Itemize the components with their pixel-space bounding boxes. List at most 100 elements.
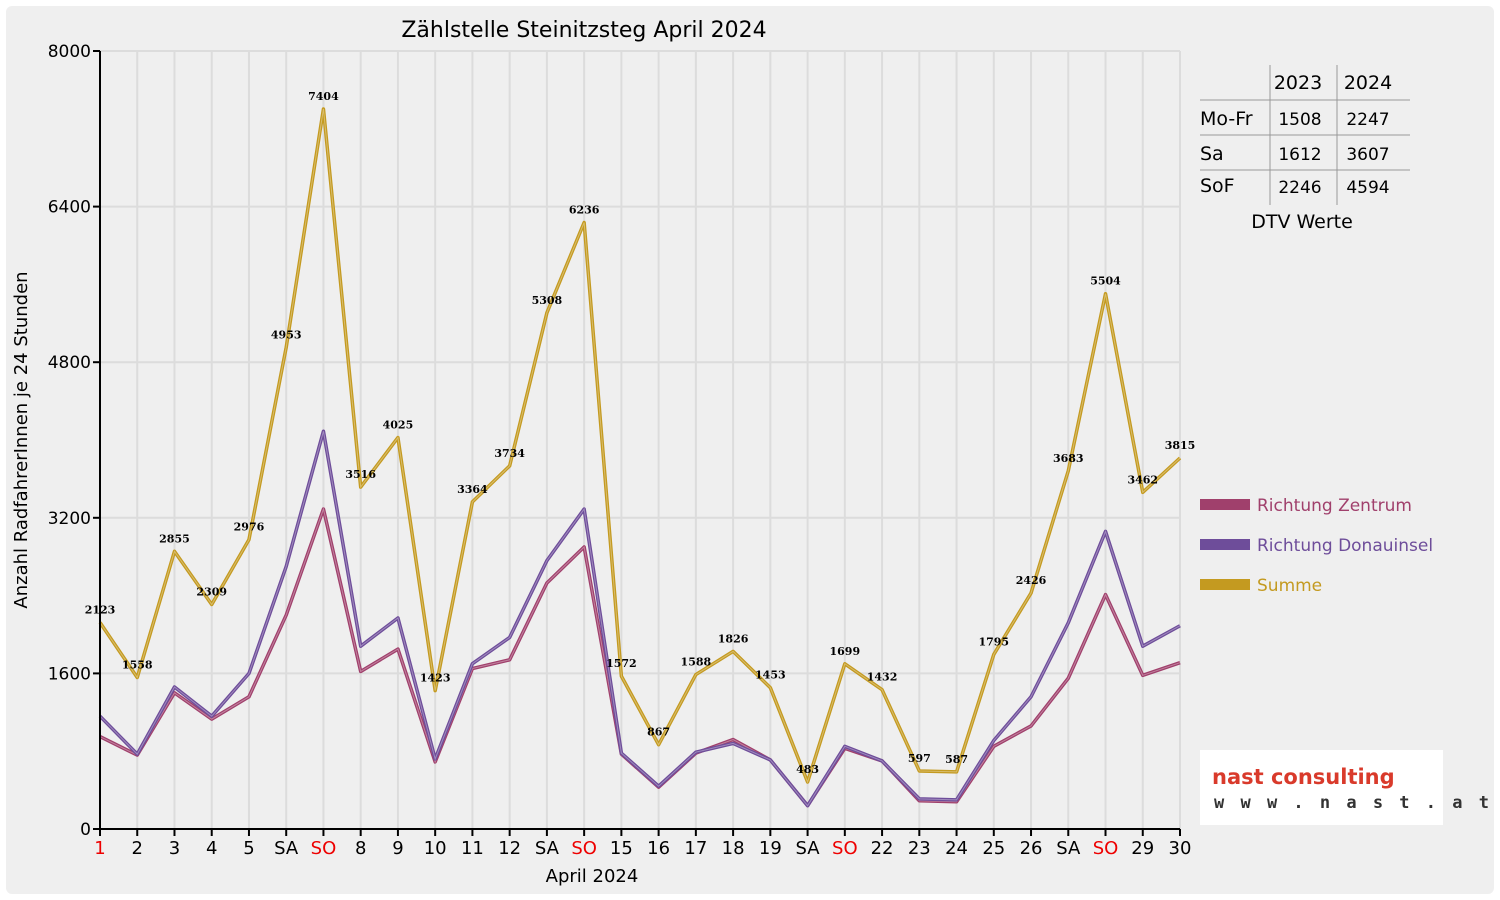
x-tick-label: 25 <box>982 838 1005 859</box>
logo-url: w w w . n a s t . a t <box>1214 793 1492 813</box>
table-cell: 2246 <box>1278 178 1321 198</box>
x-tick-label: 5 <box>243 838 254 859</box>
y-tick-label: 8000 <box>48 42 91 62</box>
series-line-highlight-2 <box>99 108 1181 784</box>
data-label: 587 <box>945 753 968 766</box>
data-label: 1423 <box>420 672 451 685</box>
series-line-highlight-1 <box>99 431 1181 807</box>
x-tick-label: 22 <box>871 838 894 859</box>
data-labels: 2123155828552309297649537404351640251423… <box>85 90 1196 776</box>
logo-name: nast consulting <box>1212 765 1395 789</box>
x-tick-label: SO <box>311 838 337 859</box>
legend-swatch <box>1200 579 1250 590</box>
x-tick-label: SO <box>832 838 858 859</box>
table-caption: DTV Werte <box>1251 211 1353 233</box>
data-label: 3683 <box>1053 452 1084 465</box>
data-label: 1572 <box>606 657 637 670</box>
series-line-highlight-0 <box>99 507 1181 807</box>
y-tick-label: 6400 <box>48 198 91 218</box>
x-tick-label: 29 <box>1131 838 1154 859</box>
x-tick-label: 24 <box>945 838 968 859</box>
y-axis-label: Anzahl RadfahrerInnen je 24 Stunden <box>11 271 32 608</box>
legend-label: Richtung Zentrum <box>1257 496 1412 516</box>
x-tick-label: 11 <box>461 838 484 859</box>
chart-title: Zählstelle Steinitzsteg April 2024 <box>401 18 766 43</box>
data-label: 5504 <box>1090 275 1121 288</box>
table-header-2023: 2023 <box>1274 72 1322 94</box>
data-label: 1453 <box>755 669 786 682</box>
chart-panel <box>6 6 1494 894</box>
data-label: 7404 <box>308 90 339 103</box>
table-row-label: Sa <box>1200 143 1224 165</box>
x-tick-label: 10 <box>424 838 447 859</box>
x-tick-label: 30 <box>1169 838 1192 859</box>
table-cell: 2247 <box>1346 110 1389 130</box>
data-label: 2976 <box>234 521 265 534</box>
logo: nast consulting w w w . n a s t . a t <box>1200 750 1492 825</box>
data-label: 1432 <box>867 671 898 684</box>
series-line-2 <box>98 107 1182 784</box>
x-tick-label: 9 <box>392 838 403 859</box>
data-label: 4025 <box>383 419 414 432</box>
data-label: 2426 <box>1016 574 1047 587</box>
x-tick-label: SA <box>796 838 821 859</box>
legend: Richtung Zentrum Richtung Donauinsel Summe <box>1200 496 1433 596</box>
x-tick-label: 2 <box>132 838 143 859</box>
data-label: 4953 <box>271 328 302 341</box>
data-label: 3734 <box>494 447 525 460</box>
x-tick-label: SO <box>571 838 597 859</box>
legend-label: Summe <box>1257 576 1322 596</box>
table-cell: 4594 <box>1346 178 1389 198</box>
x-tick-label: SA <box>1056 838 1081 859</box>
x-tick-label: 16 <box>647 838 670 859</box>
table-header-2024: 2024 <box>1344 72 1392 94</box>
x-tick-label: SA <box>535 838 560 859</box>
data-label: 1588 <box>681 656 712 669</box>
legend-swatch <box>1200 499 1250 510</box>
x-tick-label: SO <box>1093 838 1119 859</box>
data-label: 3364 <box>457 483 488 496</box>
y-tick-label: 4800 <box>48 353 91 373</box>
table-cell: 1612 <box>1278 145 1321 165</box>
data-label: 483 <box>796 763 819 776</box>
data-label: 1558 <box>122 658 153 671</box>
x-tick-label: 1 <box>94 838 105 859</box>
data-label: 3516 <box>345 468 376 481</box>
x-tick-label: 23 <box>908 838 931 859</box>
series-line-1 <box>98 429 1181 808</box>
y-tick-label: 3200 <box>48 509 91 529</box>
data-label: 597 <box>908 752 931 765</box>
table-cell: 1508 <box>1278 110 1321 130</box>
data-label: 2855 <box>159 532 190 545</box>
data-label: 2309 <box>196 585 227 598</box>
x-tick-label: 12 <box>498 838 521 859</box>
x-tick-label: 26 <box>1020 838 1043 859</box>
table-row-label: Mo-Fr <box>1200 108 1253 130</box>
dtv-table: 2023 2024 Mo-Fr 1508 2247 Sa 1612 3607 S… <box>1200 65 1410 233</box>
data-label: 1795 <box>978 635 1009 648</box>
legend-swatch <box>1200 539 1250 550</box>
data-label: 1826 <box>718 632 749 645</box>
legend-label: Richtung Donauinsel <box>1257 536 1433 556</box>
data-label: 3462 <box>1127 473 1158 486</box>
series-lines <box>98 107 1182 808</box>
y-tick-label: 0 <box>80 820 91 840</box>
series-line-0 <box>99 507 1181 808</box>
data-label: 867 <box>647 726 670 739</box>
x-tick-label: 3 <box>169 838 180 859</box>
x-tick-label: 18 <box>722 838 745 859</box>
data-label: 1699 <box>830 645 861 658</box>
data-label: 5308 <box>532 294 563 307</box>
x-tick-label: SA <box>274 838 299 859</box>
x-tick-label: 8 <box>355 838 366 859</box>
data-label: 3815 <box>1165 439 1196 452</box>
x-tick-label: 19 <box>759 838 782 859</box>
x-tick-label: 17 <box>684 838 707 859</box>
grid-lines <box>99 50 1181 830</box>
x-tick-label: 15 <box>610 838 633 859</box>
x-axis-label: April 2024 <box>546 866 639 887</box>
table-cell: 3607 <box>1346 145 1389 165</box>
table-row-label: SoF <box>1200 175 1235 197</box>
